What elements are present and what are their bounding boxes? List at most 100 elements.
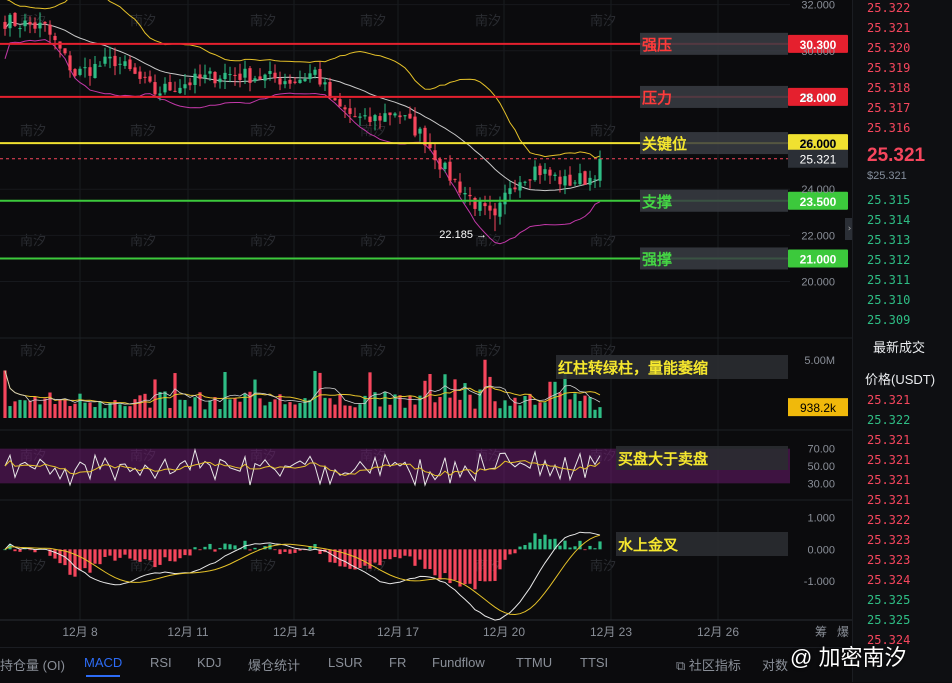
indicator-tab[interactable]: KDJ [197, 655, 222, 670]
orderbook-sell-price[interactable]: 25.321 [867, 21, 911, 35]
candle-body [243, 68, 247, 78]
indicator-tab[interactable]: RSI [150, 655, 172, 670]
candle-body [598, 158, 602, 181]
volume-bar [388, 404, 392, 418]
macd-histogram-bar [528, 542, 532, 550]
x-tick-label: 12月 26 [697, 625, 739, 639]
candle-body [513, 187, 517, 190]
macd-histogram-bar [373, 549, 377, 563]
macd-histogram-bar [168, 549, 172, 562]
macd-histogram-bar [103, 549, 107, 557]
candle-body [283, 81, 287, 85]
candle-body [228, 74, 232, 76]
macd-histogram-bar [288, 549, 292, 554]
trade-price[interactable]: 25.323 [867, 533, 911, 547]
candle-body [388, 112, 392, 116]
orderbook-sell-price[interactable]: 25.317 [867, 101, 911, 115]
orderbook-sell-price[interactable]: 25.320 [867, 41, 911, 55]
current-price-tag [788, 149, 848, 168]
macd-histogram-bar [128, 549, 132, 559]
macd-histogram-bar [463, 549, 467, 585]
candle-body [288, 79, 292, 84]
macd-y-tick: 1.000 [807, 513, 835, 525]
volume-bar [298, 403, 302, 418]
volume-bar [563, 371, 567, 418]
watermark-text: 南汐 [130, 343, 156, 358]
volume-bar [478, 389, 482, 418]
volume-bar [193, 397, 197, 418]
volume-bar [278, 394, 282, 418]
level-label-box [640, 189, 788, 212]
volume-bar [88, 402, 92, 418]
indicator-tab[interactable]: MACD [84, 655, 123, 670]
orderbook-buy-price[interactable]: 25.310 [867, 293, 911, 307]
trade-price[interactable]: 25.321 [867, 453, 911, 467]
candle-body [188, 82, 192, 86]
indicator-tab[interactable]: TTSI [580, 655, 609, 670]
macd-histogram-bar [158, 549, 162, 565]
trade-price[interactable]: 25.323 [867, 553, 911, 567]
orderbook-buy-price[interactable]: 25.314 [867, 213, 911, 227]
x-tick-label: 12月 23 [590, 625, 632, 639]
macd-histogram-bar [348, 549, 352, 569]
indicator-tab-bar: 持仓量 (OI) MACD RSI KDJ 爆仓统计 LSUR FR Fundflow TTMU… [0, 647, 852, 683]
log-scale-toggle[interactable]: 对数 [762, 658, 789, 673]
level-label-box [640, 32, 788, 55]
orderbook-buy-price[interactable]: 25.315 [867, 193, 911, 207]
candle-body [138, 71, 142, 79]
trade-price[interactable]: 25.325 [867, 613, 911, 627]
candle-body [558, 176, 562, 185]
watermark-text: 南汐 [475, 233, 501, 248]
y-tick-label: 30.000 [801, 46, 835, 58]
trade-price[interactable]: 25.324 [867, 573, 911, 587]
candle-body [98, 65, 102, 67]
volume-bar [438, 396, 442, 418]
macd-dif-line [4, 531, 601, 621]
volume-bar [208, 400, 212, 418]
volume-bar [338, 394, 342, 418]
candle-body [538, 165, 542, 176]
indicator-tab[interactable]: 爆仓统计 [248, 658, 301, 673]
macd-histogram-bar [398, 549, 402, 559]
indicator-tab[interactable]: FR [389, 655, 407, 670]
volume-bar [498, 408, 502, 418]
macd-histogram-bar [468, 549, 472, 584]
indicator-tab[interactable]: 持仓量 (OI) [0, 658, 65, 673]
trade-price[interactable]: 25.324 [867, 633, 911, 647]
scroll-arrow-icon[interactable]: › [845, 218, 854, 240]
trade-price[interactable]: 25.325 [867, 593, 911, 607]
candle-body [458, 181, 462, 193]
trade-price[interactable]: 25.321 [867, 433, 911, 447]
orderbook-sell-price[interactable]: 25.318 [867, 81, 911, 95]
orderbook-buy-price[interactable]: 25.313 [867, 233, 911, 247]
macd-histogram-bar [223, 543, 227, 550]
indicator-tab[interactable]: Fundflow [432, 655, 485, 670]
candle-body [58, 41, 62, 49]
candle-body [448, 161, 452, 181]
volume-bar [198, 392, 202, 418]
orderbook-buy-price[interactable]: 25.312 [867, 253, 911, 267]
trade-price[interactable]: 25.321 [867, 493, 911, 507]
candle-body [178, 87, 182, 93]
community-indicators-button[interactable]: ⧉ 社区指标 [676, 658, 741, 673]
trade-price[interactable]: 25.322 [867, 513, 911, 527]
indicator-tab[interactable]: LSUR [328, 655, 363, 670]
trade-price[interactable]: 25.322 [867, 413, 911, 427]
orderbook-sell-price[interactable]: 25.319 [867, 61, 911, 75]
volume-annotation: 红柱转绿柱，量能萎缩 [558, 359, 708, 377]
x-tick-label: 12月 11 [167, 625, 208, 639]
volume-bar [453, 379, 457, 418]
candle-body [183, 84, 187, 89]
orderbook-sell-price[interactable]: 25.322 [867, 1, 911, 15]
candle-body [318, 68, 322, 85]
orderbook-sell-price[interactable]: 25.316 [867, 121, 911, 135]
latest-trades-title[interactable]: 最新成交 [873, 340, 926, 355]
watermark-text: 南汐 [130, 558, 156, 573]
trade-price[interactable]: 25.321 [867, 473, 911, 487]
orderbook-buy-price[interactable]: 25.309 [867, 313, 911, 327]
candle-body [113, 55, 117, 67]
trade-price[interactable]: 25.321 [867, 393, 911, 407]
indicator-tab[interactable]: TTMU [516, 655, 553, 670]
orderbook-buy-price[interactable]: 25.311 [867, 273, 911, 287]
